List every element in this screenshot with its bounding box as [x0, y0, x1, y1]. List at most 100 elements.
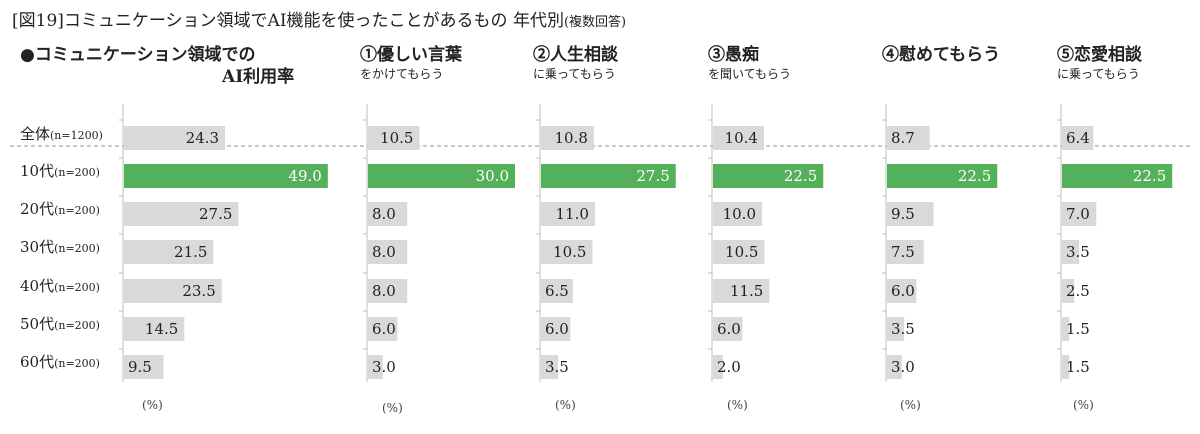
panel-0-value-label-1: 49.0: [288, 167, 321, 185]
panel-5-value-label-5: 1.5: [1066, 320, 1090, 338]
panel-4-value-label-3: 7.5: [891, 243, 915, 261]
unit-label-2: (%): [555, 398, 576, 412]
panel-3-value-label-5: 6.0: [717, 320, 741, 338]
panel-2-bar-1: [541, 164, 676, 188]
row-label-1-n: (n=200): [54, 166, 100, 179]
panel-0-bar-2: [124, 202, 239, 226]
row-label-5-text: 50代: [20, 315, 55, 333]
row-label-3-n: (n=200): [54, 242, 100, 255]
panel-title-2-line2: に乗ってもらう: [533, 67, 616, 81]
unit-label-4: (%): [900, 398, 921, 412]
panel-0-value-label-2: 27.5: [199, 205, 232, 223]
panel-title-4-line1: ④慰めてもらう: [882, 45, 1001, 65]
panel-0-value-label-5: 14.5: [145, 320, 178, 338]
panel-1-bar-0: [368, 126, 420, 150]
panel-5-bar-6: [1062, 355, 1070, 379]
panel-1-value-label-5: 6.0: [372, 320, 396, 338]
panel-2-value-label-1: 27.5: [636, 167, 669, 185]
panel-5-value-label-2: 7.0: [1066, 205, 1090, 223]
row-label-2: 20代(n=200): [20, 198, 100, 219]
row-label-4-n: (n=200): [54, 281, 100, 294]
panel-2-value-label-6: 3.5: [545, 358, 569, 376]
panel-4-value-label-5: 3.5: [891, 320, 915, 338]
panel-1-value-label-3: 8.0: [372, 243, 396, 261]
panel-4-bar-0: [887, 126, 930, 150]
panel-1-value-label-0: 10.5: [380, 129, 413, 147]
panel-title-5-line2: に乗ってもらう: [1057, 67, 1140, 81]
panel-3-bar-2: [713, 202, 762, 226]
panel-1-bar-4: [368, 279, 408, 303]
panel-0-bar-3: [124, 240, 214, 264]
panel-3-bar-1: [713, 164, 824, 188]
panel-3-value-label-4: 11.5: [730, 282, 763, 300]
panel-1-bar-2: [368, 202, 408, 226]
panel-0-bar-4: [124, 279, 222, 303]
unit-label-1: (%): [382, 401, 403, 415]
panel-title-4: ④慰めてもらう: [882, 44, 1000, 66]
row-label-2-text: 20代: [20, 200, 55, 218]
panel-5-bar-0: [1062, 126, 1094, 150]
unit-label-5: (%): [1073, 398, 1094, 412]
panel-title-2: ②人生相談 に乗ってもらう: [533, 44, 618, 82]
panel-4-bar-2: [887, 202, 934, 226]
panel-title-0: ●コミュニケーション領域での AI利用率: [20, 44, 294, 88]
panel-3-value-label-1: 22.5: [784, 167, 817, 185]
unit-label-0: (%): [142, 398, 163, 412]
figure-title-text: [図19]コミュニケーション領域でAI機能を使ったことがあるもの 年代別: [12, 11, 564, 31]
panel-0-bar-5: [124, 317, 185, 341]
row-label-4-text: 40代: [20, 277, 55, 295]
panel-4-bar-3: [887, 240, 924, 264]
row-label-5: 50代(n=200): [20, 313, 100, 334]
panel-title-0-line2: AI利用率: [222, 67, 295, 87]
panel-3-bar-0: [713, 126, 764, 150]
panel-title-5: ⑤恋愛相談 に乗ってもらう: [1057, 44, 1142, 82]
panel-4-value-label-2: 9.5: [891, 205, 915, 223]
panel-1-value-label-2: 8.0: [372, 205, 396, 223]
panel-0-bar-0: [124, 126, 226, 150]
panel-1-bar-5: [368, 317, 398, 341]
panel-4-bar-1: [887, 164, 998, 188]
row-label-1: 10代(n=200): [20, 160, 100, 181]
panel-1-value-label-6: 3.0: [372, 358, 396, 376]
panel-3-bar-4: [713, 279, 770, 303]
panel-1-bar-6: [368, 355, 383, 379]
panel-2-bar-6: [541, 355, 559, 379]
panel-3-value-label-3: 10.5: [725, 243, 758, 261]
panel-1-bar-1: [368, 164, 515, 188]
panel-0-value-label-0: 24.3: [186, 129, 219, 147]
panel-5-value-label-0: 6.4: [1066, 129, 1090, 147]
panel-3-bar-3: [713, 240, 765, 264]
row-label-3-text: 30代: [20, 238, 55, 256]
row-label-4: 40代(n=200): [20, 275, 100, 296]
panel-3-value-label-0: 10.4: [725, 129, 758, 147]
panel-5-value-label-6: 1.5: [1066, 358, 1090, 376]
panel-5-bar-5: [1062, 317, 1070, 341]
unit-label-3: (%): [727, 398, 748, 412]
panel-3-bar-6: [713, 355, 723, 379]
panel-4-bar-6: [887, 355, 902, 379]
figure-title-note: (複数回答): [563, 15, 627, 30]
panel-title-3-line2: を聞いてもらう: [708, 67, 792, 81]
panel-4-value-label-4: 6.0: [891, 282, 915, 300]
panel-title-3-line1: ③愚痴: [708, 45, 759, 65]
panel-0-value-label-3: 21.5: [174, 243, 207, 261]
panel-2-bar-5: [541, 317, 571, 341]
row-label-3: 30代(n=200): [20, 236, 100, 257]
panel-4-value-label-1: 22.5: [958, 167, 991, 185]
panel-2-value-label-0: 10.8: [555, 129, 588, 147]
panel-0-value-label-4: 23.5: [182, 282, 215, 300]
panel-1-bar-3: [368, 240, 408, 264]
panel-title-1-line2: をかけてもらう: [360, 67, 444, 81]
panel-5-bar-2: [1062, 202, 1097, 226]
panel-3-bar-5: [713, 317, 743, 341]
row-label-1-text: 10代: [20, 162, 55, 180]
row-label-6: 60代(n=200): [20, 351, 100, 372]
panel-title-1: ①優しい言葉 をかけてもらう: [360, 44, 462, 82]
panel-0-bar-1: [124, 164, 328, 188]
row-label-6-n: (n=200): [54, 357, 100, 370]
panel-title-5-line1: ⑤恋愛相談: [1057, 45, 1142, 65]
panel-4-value-label-6: 3.0: [891, 358, 915, 376]
panel-0-bar-6: [124, 355, 164, 379]
panel-3-value-label-2: 10.0: [723, 205, 756, 223]
